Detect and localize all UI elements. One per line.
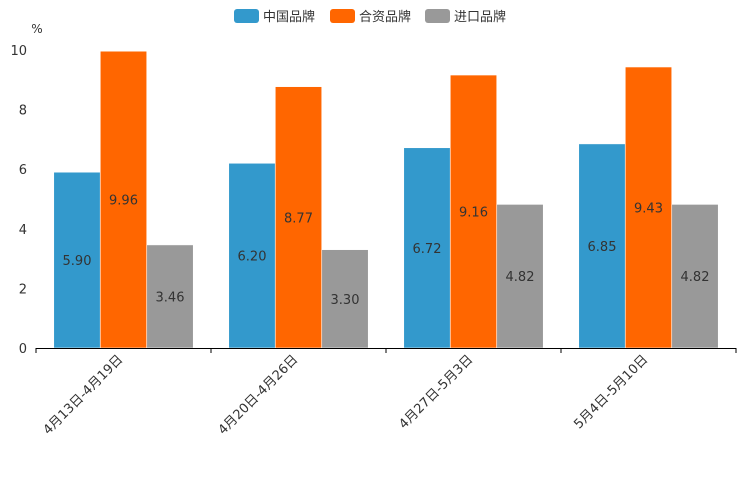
x-tick-label: 5月4日-5月10日: [571, 352, 651, 432]
bar-0-3: [578, 143, 626, 349]
legend-swatch-0: [234, 9, 259, 23]
data-label: 6.85: [588, 240, 617, 255]
y-axis-unit-label: %: [31, 22, 42, 36]
bar-1-1: [274, 86, 323, 349]
y-tick-label: 4: [19, 223, 27, 238]
y-tick-label: 6: [19, 163, 27, 178]
legend: 中国品牌 合资品牌 进口品牌: [234, 9, 506, 25]
y-tick-label: 10: [10, 44, 27, 59]
bar-2-0: [146, 244, 194, 349]
bar-0-0: [53, 171, 101, 349]
x-tick-label: 4月27日-5月3日: [396, 352, 476, 432]
data-label: 3.30: [331, 293, 360, 308]
data-label: 6.72: [413, 242, 442, 257]
legend-swatch-1: [330, 9, 355, 23]
legend-label-2: 进口品牌: [454, 9, 506, 25]
legend-swatch-2: [425, 9, 450, 23]
bar-1-0: [99, 50, 148, 349]
data-label: 4.82: [681, 270, 710, 285]
y-tick-label: 2: [19, 282, 27, 297]
bar-2-1: [321, 249, 369, 349]
y-tick-label: 8: [19, 104, 27, 119]
bar-0-1: [228, 162, 276, 349]
data-label: 4.82: [506, 270, 535, 285]
data-label: 9.16: [459, 206, 488, 221]
data-label: 6.20: [238, 250, 267, 265]
legend-label-1: 合资品牌: [359, 9, 411, 25]
x-axis: 4月13日-4月19日 4月20日-4月26日 4月27日-5月3日 5月4日-5月1…: [35, 348, 737, 438]
legend-label-0: 中国品牌: [263, 9, 315, 25]
x-tick-label: 4月13日-4月19日: [41, 352, 127, 438]
bar-1-2: [449, 74, 498, 349]
bar-2-3: [671, 204, 719, 349]
data-label: 8.77: [284, 211, 313, 226]
bars: [53, 50, 719, 349]
x-tick-label: 4月20日-4月26日: [216, 352, 302, 438]
data-label: 9.96: [109, 194, 138, 209]
data-label: 5.90: [63, 254, 92, 269]
data-labels: 5.90 9.96 3.46 6.20 8.77 3.30 6.72 9.16 4.82 6.85…: [63, 194, 710, 308]
y-tick-label: 0: [19, 342, 27, 357]
y-axis: 0 2 4 6 8 10: [10, 44, 27, 357]
data-label: 9.43: [634, 201, 663, 216]
data-label: 3.46: [156, 290, 185, 305]
